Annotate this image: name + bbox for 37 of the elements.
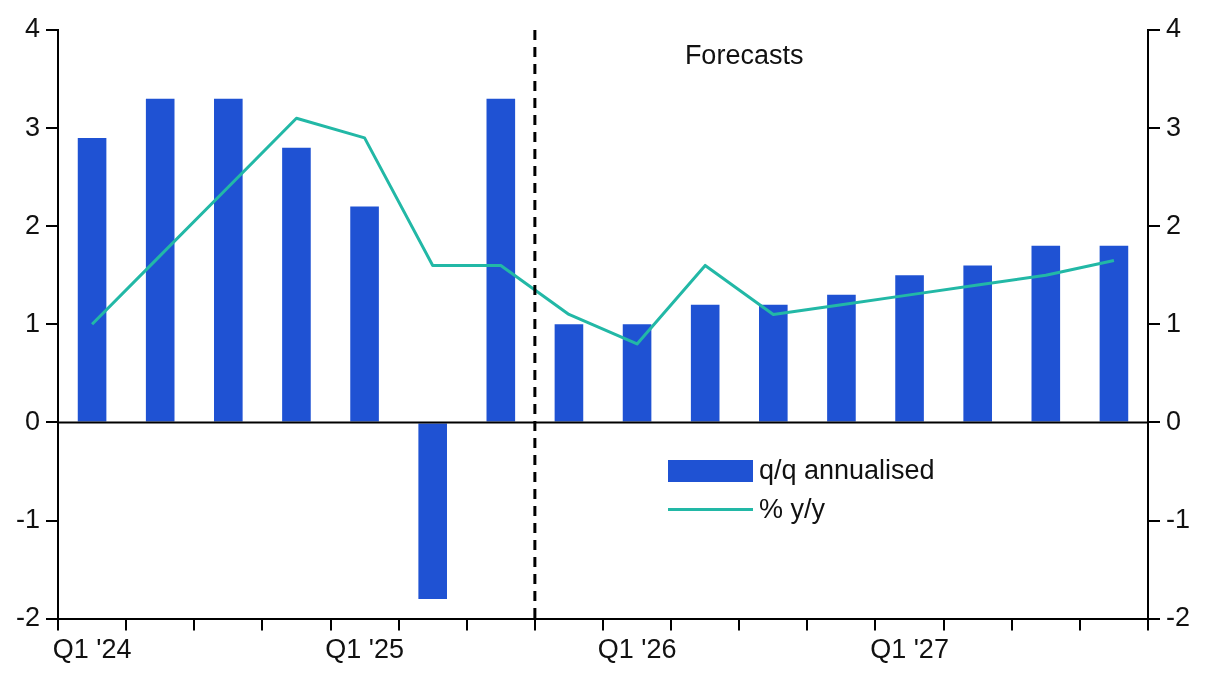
- y-tick-label: -2: [15, 602, 41, 633]
- y2-tick-label: 4: [1165, 13, 1182, 44]
- y-tick-label: -1: [15, 503, 41, 534]
- y-tick-label: 2: [24, 209, 41, 240]
- bar: [77, 137, 107, 422]
- y2-tick-label: 0: [1165, 405, 1182, 436]
- y-tick-label: 4: [24, 13, 41, 44]
- legend-label: % y/y: [758, 494, 825, 526]
- x-tick-label: Q1 '24: [52, 634, 132, 665]
- bar: [895, 275, 924, 422]
- bar: [1099, 245, 1129, 422]
- bar: [759, 304, 788, 422]
- x-tick-label: Q1 '25: [325, 634, 404, 665]
- x-tick-label: Q1 '26: [597, 634, 677, 665]
- bar: [690, 304, 720, 422]
- y-tick-label: 1: [24, 307, 41, 338]
- bar: [554, 324, 584, 422]
- y2-tick-label: -2: [1165, 602, 1191, 633]
- bar: [350, 206, 379, 422]
- x-tick-label: Q1 '27: [870, 634, 949, 665]
- y2-tick-label: 3: [1165, 111, 1182, 142]
- bar: [963, 265, 992, 422]
- bar: [145, 98, 175, 422]
- bar: [418, 423, 447, 599]
- y2-tick-label: 2: [1165, 209, 1182, 240]
- y2-tick-label: 1: [1165, 307, 1182, 338]
- y-tick-label: 3: [24, 111, 41, 142]
- bar: [214, 98, 243, 422]
- y-tick-label: 0: [24, 405, 41, 436]
- y2-tick-label: -1: [1165, 503, 1191, 534]
- legend-label: q/q annualised: [758, 455, 935, 487]
- bar: [282, 147, 311, 422]
- bar: [622, 324, 652, 422]
- bar: [486, 98, 516, 422]
- bar: [827, 294, 856, 422]
- bar: [1031, 245, 1061, 422]
- annotation: Forecasts: [684, 40, 804, 71]
